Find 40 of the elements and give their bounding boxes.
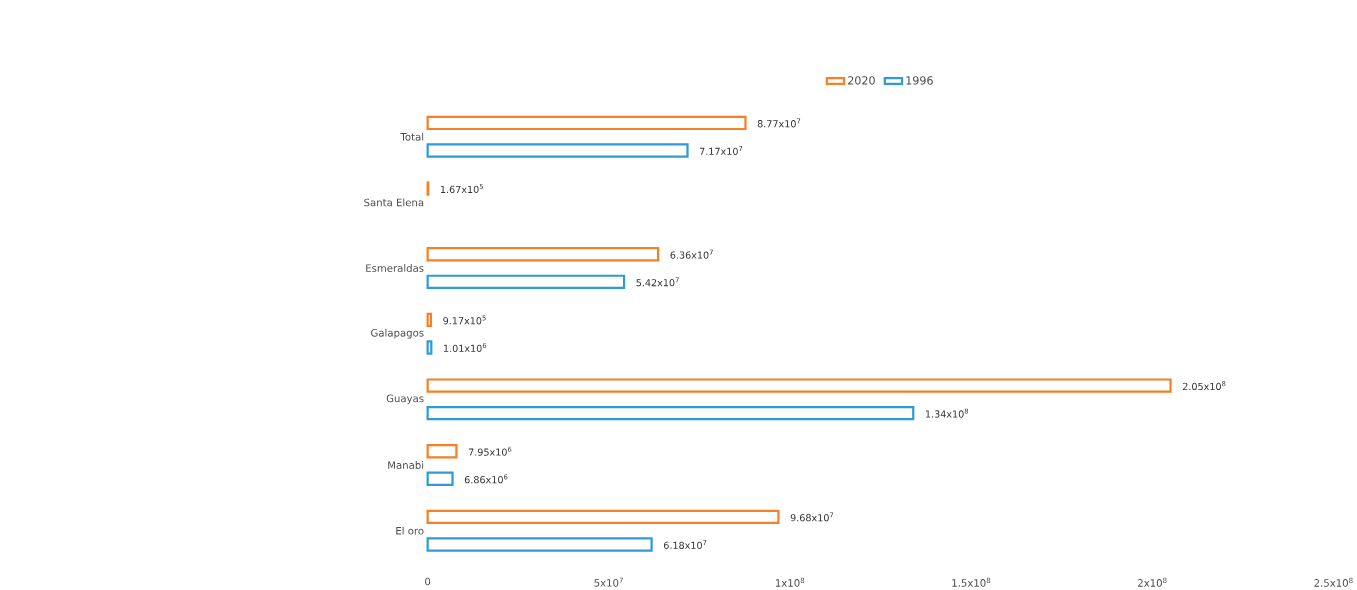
bar [426,509,780,525]
bar [426,378,1172,393]
x-tick-label: 5x10$^{7}$ [594,577,623,587]
data-label: 5.42x10$^{7}$ [636,277,679,287]
bar [426,143,689,158]
data-label: 1.67x10$^{5}$ [440,184,483,193]
data-label: 8.77x10$^{7}$ [757,118,801,128]
bar [426,312,433,328]
x-tick-label: 1.5x10$^{8}$ [952,577,991,587]
data-label: 1.01x10$^{6}$ [444,342,487,352]
bar [426,405,915,421]
bar [426,340,433,355]
bar [426,274,626,289]
x-tick-label: 2x10$^{8}$ [1138,577,1167,587]
legend-label: 2020 [848,76,875,85]
bar [426,115,747,131]
y-tick-label: Total [400,132,424,141]
x-tick-label: 2.5x10$^{8}$ [1314,577,1353,587]
bar [426,247,660,262]
data-label: 6.18x10$^{7}$ [663,539,707,549]
y-tick-label: Esmeraldas [366,264,424,272]
bar [426,471,454,486]
data-label: 1.34x10$^{8}$ [926,408,969,418]
x-tick-label: 0 [425,577,431,586]
data-label: 7.95x10$^{6}$ [468,446,512,456]
y-tick-label: El oro [396,526,424,535]
data-label: 9.68x10$^{7}$ [790,512,834,522]
y-tick-label: Galapagos [371,328,424,339]
legend-label: 1996 [906,76,933,85]
bar [426,537,653,552]
data-label: 9.17x10$^{5}$ [443,315,486,325]
y-tick-label: Guayas [386,394,424,405]
y-tick-label: Manabi [388,461,424,469]
x-tick-label: 1x10$^{8}$ [775,577,805,587]
data-label: 2.05x10$^{8}$ [1182,381,1226,391]
y-tick-label: Santa Elena [364,198,424,207]
bar [426,443,458,459]
data-label: 6.36x10$^{7}$ [670,249,713,259]
data-label: 6.86x10$^{6}$ [464,474,508,484]
data-label: 7.17x10$^{7}$ [699,146,743,155]
